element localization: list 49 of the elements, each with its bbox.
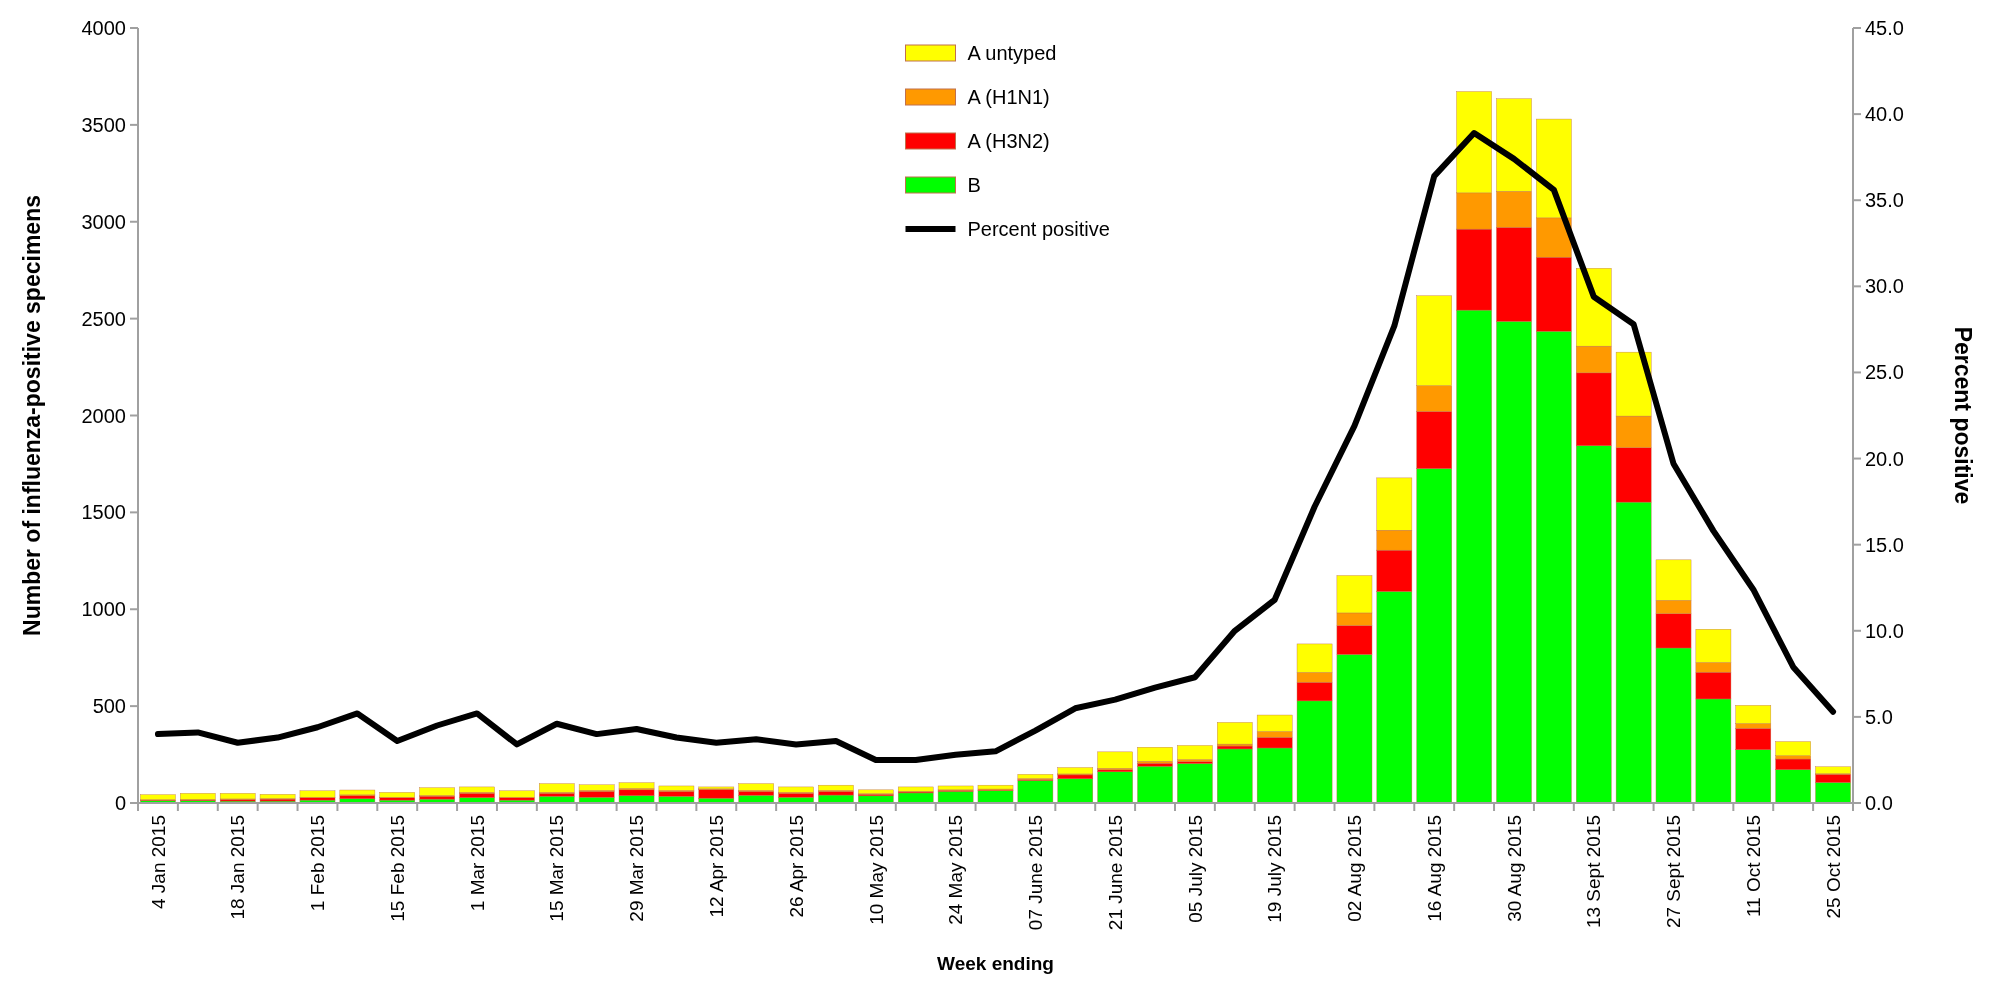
x-tick-label: 16 Aug 2015 [1423,815,1445,922]
y2-tick-label: 40.0 [1865,103,1904,126]
x-tick-label: 05 July 2015 [1184,815,1206,923]
legend-label: A (H1N1) [967,86,1050,108]
y2-tick-label: 30.0 [1865,275,1904,298]
y-tick-label: 1000 [81,598,126,621]
y-axis-title: Number of influenza-positive specimens [19,195,45,636]
y-tick-label: 2000 [81,404,126,427]
x-tick-label: 1 Mar 2015 [466,815,488,912]
x-tick-label: 19 July 2015 [1264,815,1286,923]
y2-tick-label: 10.0 [1865,619,1904,642]
y2-tick-label: 25.0 [1865,361,1904,384]
x-tick-label: 02 Aug 2015 [1344,815,1366,922]
y2-axis-title: Percent positive [1950,326,1976,505]
y-tick-label: 500 [92,695,126,718]
y2-tick-label: 0.0 [1865,792,1893,814]
x-axis-title: Week ending [937,953,1054,974]
y2-tick-label: 45.0 [1865,17,1904,39]
y-tick-label: 0 [114,792,126,814]
legend-label: B [967,174,981,196]
x-tick-label: 11 Oct 2015 [1742,815,1764,918]
y-tick-label: 4000 [81,17,126,39]
x-tick-label: 15 Mar 2015 [546,815,568,922]
y-tick-label: 2500 [81,307,126,330]
y-tick-label: 3500 [81,113,126,136]
x-tick-label: 21 June 2015 [1104,815,1126,931]
legend-label: A untyped [967,42,1057,64]
x-tick-label: 26 Apr 2015 [785,815,807,918]
x-tick-label: 4 Jan 2015 [147,815,169,910]
x-tick-label: 15 Feb 2015 [386,815,408,922]
y2-tick-label: 20.0 [1865,447,1904,470]
x-tick-label: 25 Oct 2015 [1822,815,1844,919]
y-tick-label: 3000 [81,210,126,233]
y2-tick-label: 5.0 [1865,705,1893,728]
x-tick-label: 13 Sept 2015 [1583,815,1605,929]
x-tick-label: 18 Jan 2015 [227,815,249,920]
legend-label: A (H3N2) [967,130,1050,152]
x-tick-label: 12 Apr 2015 [705,815,727,918]
x-tick-label: 07 June 2015 [1025,815,1047,931]
y-tick-label: 1500 [81,501,126,524]
y2-tick-label: 15.0 [1865,533,1904,556]
x-tick-label: 29 Mar 2015 [626,815,648,922]
x-tick-label: 30 Aug 2015 [1503,815,1525,922]
y2-tick-label: 35.0 [1865,189,1904,212]
x-tick-label: 10 May 2015 [865,815,887,925]
legend-label: Percent positive [967,218,1110,240]
x-tick-label: 27 Sept 2015 [1663,815,1685,929]
x-tick-label: 24 May 2015 [945,815,967,925]
x-tick-label: 1 Feb 2015 [307,815,329,912]
